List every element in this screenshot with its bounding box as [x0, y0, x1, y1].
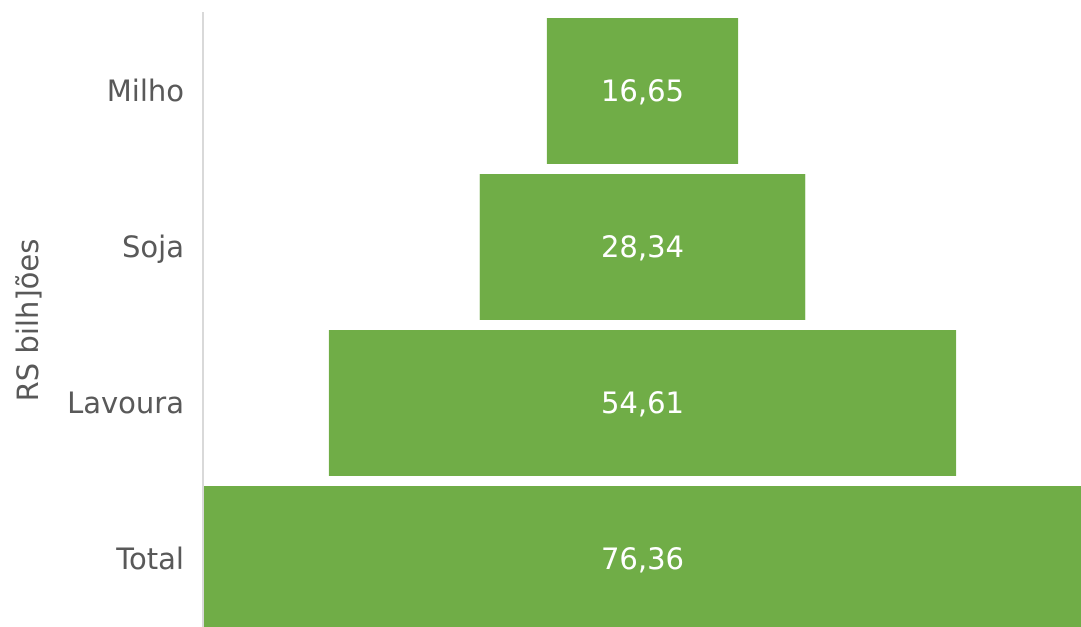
y-axis-title: RS bilh]ões	[11, 239, 45, 402]
value-label-soja: 28,34	[601, 230, 684, 264]
bar-soja	[479, 174, 806, 320]
category-label-total: Total	[115, 542, 184, 576]
value-label-lavoura: 54,61	[601, 386, 684, 420]
bars-group	[204, 18, 1081, 627]
value-label-milho: 16,65	[601, 74, 684, 108]
bar-total	[204, 486, 1081, 627]
value-label-total: 76,36	[601, 542, 684, 576]
bar-lavoura	[328, 330, 957, 476]
category-label-soja: Soja	[122, 230, 184, 264]
value-labels-group: 16,65 28,34 54,61 76,36	[601, 74, 684, 576]
category-label-milho: Milho	[107, 74, 184, 108]
bar-milho	[546, 18, 739, 164]
category-labels-group: Milho Soja Lavoura Total	[67, 74, 184, 576]
category-label-lavoura: Lavoura	[67, 386, 184, 420]
